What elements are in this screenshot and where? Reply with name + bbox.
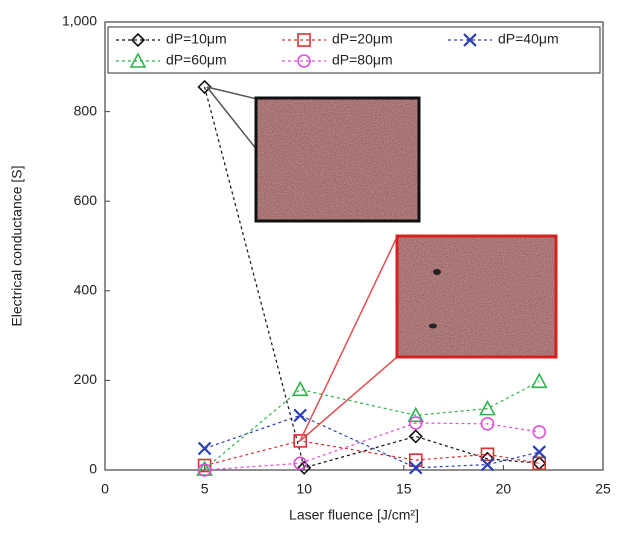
x-tick-label: 20 <box>496 481 512 497</box>
marker <box>197 458 212 473</box>
marker <box>532 445 547 459</box>
marker <box>408 416 423 430</box>
x-axis-label: Laser fluence [J/cm²] <box>289 507 419 523</box>
x-tick-label: 10 <box>296 481 312 497</box>
marker <box>408 429 423 444</box>
marker <box>480 457 495 472</box>
inset-spot <box>433 269 441 275</box>
x-tick-label: 0 <box>101 481 109 497</box>
x-tick-label: 15 <box>396 481 412 497</box>
marker <box>293 434 308 448</box>
marker <box>297 460 312 475</box>
marker <box>532 456 547 471</box>
legend-marker <box>297 33 311 47</box>
inset-leader <box>299 356 398 442</box>
series-line <box>204 422 540 471</box>
legend-label: dP=20μm <box>332 31 393 47</box>
marker <box>197 441 212 456</box>
x-tick-label: 5 <box>201 481 209 497</box>
y-tick-label: 600 <box>74 192 98 208</box>
marker <box>479 399 496 416</box>
series-line <box>204 380 540 470</box>
marker <box>293 408 307 423</box>
series-line <box>204 86 540 469</box>
marker <box>532 425 547 439</box>
y-tick-label: 1,000 <box>62 13 97 29</box>
marker <box>408 453 423 467</box>
marker <box>197 463 212 477</box>
legend-marker <box>129 52 147 68</box>
marker <box>530 372 548 389</box>
inset-texture <box>397 236 556 357</box>
legend-marker <box>297 54 311 68</box>
marker <box>196 460 213 476</box>
inset-leader <box>299 236 398 442</box>
y-axis-label: Electrical conductance [S] <box>9 165 25 326</box>
marker <box>291 380 309 397</box>
inset-frame <box>254 96 421 223</box>
y-tick-label: 400 <box>74 282 98 298</box>
marker <box>293 456 308 471</box>
inset-spot <box>429 323 437 329</box>
y-tick-label: 800 <box>74 102 98 118</box>
marker <box>407 406 425 423</box>
marker <box>480 447 495 462</box>
legend-marker <box>130 32 146 48</box>
inset-frame <box>395 234 558 359</box>
legend-marker <box>463 33 477 47</box>
legend-label: dP=40μm <box>498 31 559 47</box>
plot-frame <box>104 21 604 471</box>
legend-label: dP=60μm <box>166 52 227 68</box>
legend-box <box>107 26 601 74</box>
legend-label: dP=80μm <box>332 52 393 68</box>
y-tick-label: 200 <box>74 371 98 387</box>
x-tick-label: 25 <box>595 481 611 497</box>
inset-leader <box>206 86 258 151</box>
marker <box>408 460 423 475</box>
inset-texture <box>256 98 419 221</box>
marker <box>480 417 495 431</box>
marker <box>197 79 212 95</box>
legend-label: dP=10μm <box>166 31 227 47</box>
inset-leader <box>206 86 258 100</box>
y-tick-label: 0 <box>89 461 97 477</box>
